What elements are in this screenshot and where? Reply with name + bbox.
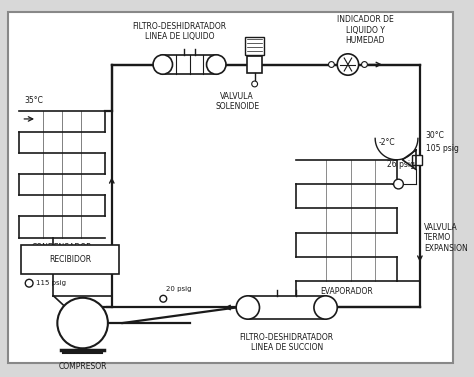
Text: CONDENSADOR: CONDENSADOR	[32, 243, 92, 252]
Text: VALVULA
SOLENOIDE: VALVULA SOLENOIDE	[215, 92, 259, 111]
Circle shape	[160, 295, 167, 302]
Text: EVAPORADOR: EVAPORADOR	[320, 287, 373, 296]
Text: FILTRO-DESHIDRATADOR
LINEA DE SUCCION: FILTRO-DESHIDRATADOR LINEA DE SUCCION	[240, 333, 334, 352]
Circle shape	[362, 61, 367, 67]
Bar	[245, 37, 264, 55]
Text: 26 psig: 26 psig	[387, 160, 415, 169]
Text: -2°C: -2°C	[379, 138, 395, 147]
Circle shape	[314, 296, 337, 319]
Circle shape	[207, 55, 226, 74]
Text: 30°C: 30°C	[426, 131, 445, 140]
Text: INDICADOR DE
LIQUIDO Y
HUMEDAD: INDICADOR DE LIQUIDO Y HUMEDAD	[337, 15, 394, 45]
Bar	[163, 55, 216, 74]
Text: 105 psig: 105 psig	[426, 144, 458, 153]
Circle shape	[236, 296, 259, 319]
Circle shape	[252, 81, 257, 87]
Bar	[248, 296, 326, 319]
Bar	[247, 56, 263, 73]
Circle shape	[337, 54, 359, 75]
Circle shape	[328, 61, 334, 67]
Circle shape	[393, 179, 403, 189]
Bar	[21, 245, 118, 274]
Text: RECIBIDOR: RECIBIDOR	[49, 255, 91, 264]
Text: 20 psig: 20 psig	[166, 286, 191, 292]
Circle shape	[153, 55, 173, 74]
Text: VALVULA
TERMO
EXPANSION: VALVULA TERMO EXPANSION	[424, 223, 467, 253]
Text: 115 psig: 115 psig	[36, 280, 66, 286]
Text: COMPRESOR: COMPRESOR	[58, 362, 107, 371]
Bar	[412, 155, 422, 165]
Text: 35°C: 35°C	[24, 97, 43, 105]
Circle shape	[57, 298, 108, 348]
Text: FILTRO-DESHIDRATADOR
LINEA DE LIQUIDO: FILTRO-DESHIDRATADOR LINEA DE LIQUIDO	[133, 22, 227, 41]
Circle shape	[25, 279, 33, 287]
